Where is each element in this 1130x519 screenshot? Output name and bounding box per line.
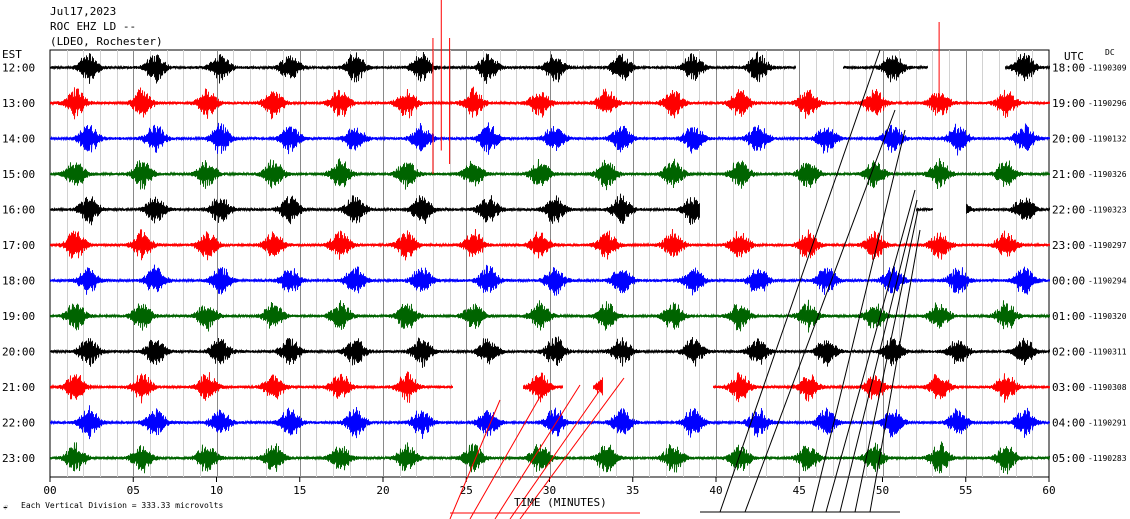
dc-label: DC (1105, 48, 1115, 57)
x-tick-label: 05 (127, 484, 140, 497)
x-axis-title: TIME (MINUTES) (514, 496, 607, 509)
calibration-line (469, 387, 546, 519)
est-hour-label: 12:00 (2, 62, 35, 75)
x-tick-label: 20 (376, 484, 389, 497)
est-hour-label: 21:00 (2, 381, 35, 394)
calibration-line (811, 129, 906, 513)
utc-hour-label: 21:00 (1052, 168, 1085, 181)
utc-hour-label: 23:00 (1052, 239, 1085, 252)
date-label: Jul17,2023 (50, 5, 117, 18)
calibration-line (825, 189, 916, 513)
calibration-line (719, 49, 881, 513)
dc-offset-label: -1190297 (1088, 241, 1127, 250)
scale-note: Each Vertical Division = 333.33 microvol… (21, 501, 224, 510)
trace-line (50, 158, 1050, 191)
est-hour-label: 18:00 (2, 275, 35, 288)
est-hour-label: 17:00 (2, 239, 35, 252)
utc-hour-label: 01:00 (1052, 310, 1085, 323)
calibration-line (449, 399, 501, 519)
network-label: (LDEO, Rochester) (50, 35, 163, 48)
x-tick-label: 30 (543, 484, 556, 497)
utc-hour-label: 20:00 (1052, 133, 1085, 146)
trace-line (50, 336, 1050, 368)
dc-offset-label: -1190326 (1088, 170, 1127, 179)
x-tick-label: 45 (793, 484, 806, 497)
utc-hour-label: 00:00 (1052, 275, 1085, 288)
utc-hour-label: 02:00 (1052, 346, 1085, 359)
trace-line (50, 193, 1050, 226)
calibration-line (854, 209, 919, 513)
est-hour-label: 20:00 (2, 346, 35, 359)
calibration-line (509, 389, 601, 519)
est-hour-label: 19:00 (2, 310, 35, 323)
x-tick-label: 10 (210, 484, 223, 497)
dc-offset-label: -1190320 (1088, 312, 1127, 321)
est-hour-label: 16:00 (2, 204, 35, 217)
est-hour-label: 23:00 (2, 452, 35, 465)
est-hour-label: 22:00 (2, 417, 35, 430)
est-hour-label: 13:00 (2, 97, 35, 110)
x-tick-label: 50 (876, 484, 889, 497)
umbrella-icon: ☔ (3, 503, 8, 512)
calibration-line (869, 229, 921, 513)
dc-offset-label: -1190294 (1088, 277, 1127, 286)
x-tick-label: 00 (43, 484, 56, 497)
utc-hour-label: 04:00 (1052, 417, 1085, 430)
trace-line (50, 122, 1050, 156)
trace-line (50, 264, 1050, 296)
x-tick-label: 60 (1042, 484, 1055, 497)
trace-line (50, 86, 1050, 120)
left-timezone-label: EST (2, 48, 22, 61)
trace-line (50, 228, 1050, 261)
calibration-line (744, 109, 896, 513)
x-tick-label: 35 (626, 484, 639, 497)
trace-line (50, 441, 1050, 475)
trace-line (50, 299, 1050, 333)
station-label: ROC EHZ LD -- (50, 20, 137, 33)
x-tick-label: 15 (293, 484, 306, 497)
dc-offset-label: -1190291 (1088, 419, 1127, 428)
est-hour-label: 15:00 (2, 168, 35, 181)
right-timezone-label: UTC (1064, 50, 1084, 63)
trace-line (50, 405, 1050, 440)
calibration-line (494, 384, 581, 519)
dc-offset-label: -1190283 (1088, 454, 1127, 463)
utc-hour-label: 19:00 (1052, 97, 1085, 110)
dc-offset-label: -1190308 (1088, 383, 1127, 392)
utc-hour-label: 18:00 (1052, 62, 1085, 75)
trace-line (50, 371, 1050, 404)
dc-offset-label: -1190309 (1088, 64, 1127, 73)
calibration-line (839, 199, 918, 513)
utc-hour-label: 05:00 (1052, 452, 1085, 465)
utc-hour-label: 22:00 (1052, 204, 1085, 217)
x-tick-label: 40 (709, 484, 722, 497)
est-hour-label: 14:00 (2, 133, 35, 146)
dc-offset-label: -1190296 (1088, 99, 1127, 108)
utc-hour-label: 03:00 (1052, 381, 1085, 394)
calibration-line (519, 377, 625, 519)
dc-offset-label: -1190311 (1088, 348, 1127, 357)
dc-offset-label: -1190323 (1088, 206, 1127, 215)
trace-line (50, 51, 1050, 84)
dc-offset-label: -1190132 (1088, 135, 1127, 144)
x-tick-label: 55 (959, 484, 972, 497)
